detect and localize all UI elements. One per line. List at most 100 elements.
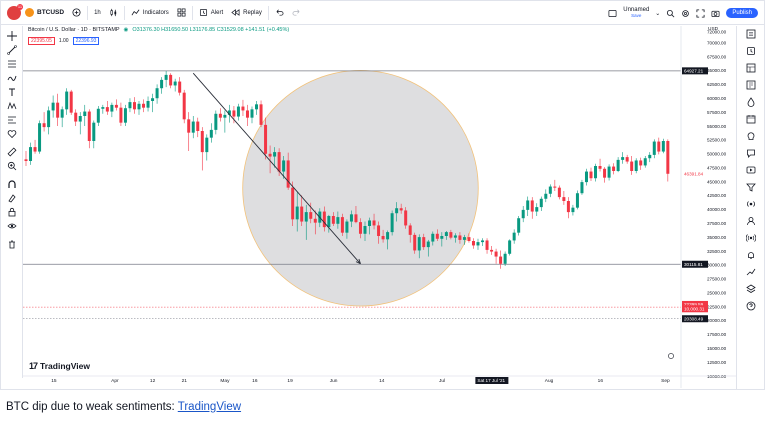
candle-body (657, 141, 661, 152)
trend-arrow-head (355, 258, 361, 265)
candle-body (512, 232, 516, 241)
undo-icon (276, 9, 284, 16)
indicators-button[interactable]: Indicators (127, 1, 173, 25)
time-tick-label: 15 (51, 378, 57, 384)
tradingview-window: 11 BTCUSD 1h Indicators Alert Replay (0, 0, 765, 390)
time-tick-label: 19 (287, 378, 293, 384)
compare-symbol-button[interactable] (68, 1, 85, 25)
ideas-icon[interactable] (746, 131, 756, 141)
candle-body (223, 114, 227, 118)
price-tick-label: 50000.00 (707, 152, 727, 157)
candle-body (65, 91, 69, 110)
candle-body (142, 103, 146, 108)
alert-button[interactable]: Alert (195, 1, 227, 25)
calendar-icon[interactable] (746, 114, 756, 124)
redo-button[interactable] (288, 1, 305, 25)
sell-price-tag-2-bg (682, 305, 708, 313)
time-tick-label: 16 (252, 378, 258, 384)
trash-icon[interactable] (7, 239, 17, 249)
signal-icon[interactable] (746, 233, 756, 243)
replay-button[interactable]: Replay (227, 1, 266, 25)
user-avatar[interactable]: 11 (7, 3, 23, 20)
fullscreen-icon[interactable] (696, 8, 705, 18)
candle-body (191, 121, 195, 133)
candle-body (309, 212, 313, 219)
time-tick-label: Sep (661, 378, 670, 384)
chat-icon[interactable] (746, 148, 756, 158)
eye-icon[interactable]: ◉ (123, 27, 129, 33)
publish-button[interactable]: Publish (726, 8, 758, 18)
magnet-icon[interactable] (7, 179, 17, 189)
fib-retracement-icon[interactable] (7, 59, 17, 69)
candle-body (155, 88, 159, 99)
candle-body (327, 216, 331, 228)
candle-body (259, 104, 263, 125)
text-icon[interactable] (7, 87, 17, 97)
chevron-down-icon[interactable]: ⌄ (655, 10, 661, 17)
alerts-list-icon[interactable] (746, 46, 756, 56)
candle-body (381, 236, 385, 240)
candle-body (236, 106, 240, 117)
candle-body (119, 107, 123, 123)
crosshair-icon[interactable] (7, 31, 17, 41)
heart-icon[interactable] (7, 129, 17, 139)
indicators-label: Indicators (142, 9, 169, 16)
candle-body (584, 171, 588, 183)
ruler-icon[interactable] (7, 147, 17, 157)
hotlist-icon[interactable] (746, 97, 756, 107)
templates-button[interactable] (173, 1, 190, 25)
search-icon[interactable] (666, 9, 675, 18)
screener-icon[interactable] (746, 182, 756, 192)
data-window-icon[interactable] (746, 63, 756, 73)
pattern-icon[interactable] (7, 101, 17, 111)
layout-name-button[interactable]: Unnamed Save (623, 7, 649, 19)
sell-button[interactable]: 22395.05 (28, 37, 55, 45)
lock-icon[interactable] (7, 207, 17, 217)
candle-body (607, 166, 611, 178)
layout-icon[interactable] (608, 9, 617, 18)
candle-body (422, 237, 426, 248)
candle-body (218, 113, 222, 118)
camera-icon[interactable] (711, 9, 720, 18)
bell-icon[interactable] (746, 250, 756, 260)
stay-in-drawing-icon[interactable] (7, 193, 17, 203)
candle-body (101, 107, 105, 109)
divider (267, 5, 269, 20)
gear-icon[interactable] (681, 9, 690, 18)
sell-price-tag: 22399.59 (684, 302, 704, 307)
candle-body (444, 232, 448, 236)
prediction-icon[interactable] (7, 115, 17, 125)
layers-icon[interactable] (746, 284, 756, 294)
buy-button[interactable]: 22396.93 (72, 37, 100, 45)
broadcast-icon[interactable] (746, 199, 756, 209)
candle-body (526, 200, 530, 210)
account-icon[interactable] (746, 216, 756, 226)
caption-link[interactable]: TradingView (177, 401, 242, 413)
price-tick-label: 15000.00 (707, 346, 727, 351)
redo-icon (292, 9, 300, 16)
trend-chart-icon[interactable] (746, 267, 756, 277)
candle-body (282, 160, 286, 172)
candle-body (368, 220, 372, 226)
price-tick-label: 72000.00 (707, 29, 727, 34)
undo-button[interactable] (271, 1, 288, 25)
candle-body (291, 187, 295, 220)
symbol-search[interactable]: BTCUSD (21, 1, 68, 25)
widget-sidebar (736, 26, 764, 389)
candle-body (589, 171, 593, 179)
candle-body (38, 123, 42, 152)
help-icon[interactable] (746, 301, 756, 311)
candle-body (377, 225, 381, 236)
chart-type-button[interactable] (105, 1, 122, 25)
news-icon[interactable] (746, 80, 756, 90)
interval-selector[interactable]: 1h (90, 1, 105, 25)
brush-icon[interactable] (7, 73, 17, 83)
watchlist-icon[interactable] (746, 29, 756, 39)
zoom-in-icon[interactable] (7, 161, 17, 171)
candle-body (336, 217, 340, 224)
eye-icon[interactable] (7, 221, 17, 231)
streams-icon[interactable] (746, 165, 756, 175)
candle-body (74, 112, 78, 122)
trend-line-icon[interactable] (7, 45, 17, 55)
